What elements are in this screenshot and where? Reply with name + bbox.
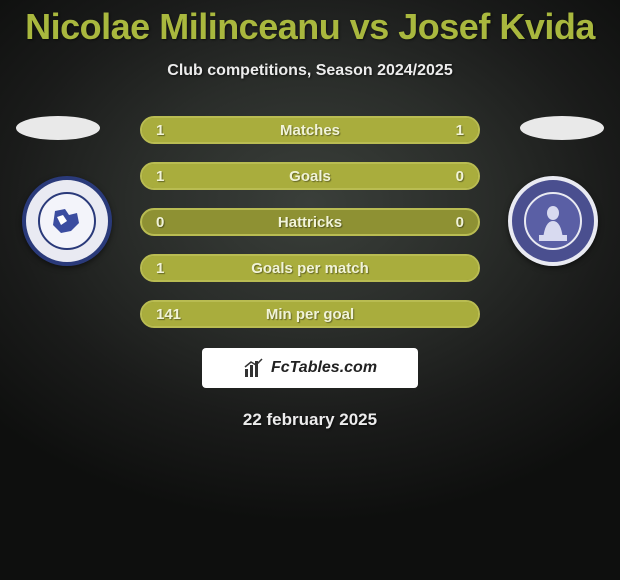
- stat-row: 141Min per goal: [140, 300, 480, 328]
- brand-badge[interactable]: FcTables.com: [202, 348, 418, 388]
- stat-label: Goals per match: [142, 260, 478, 277]
- stat-row: 0Hattricks0: [140, 208, 480, 236]
- comparison-card: Nicolae Milinceanu vs Josef Kvida Club c…: [0, 0, 620, 430]
- club-crest-left: [22, 176, 112, 266]
- stat-row: 1Goals per match: [140, 254, 480, 282]
- stats-rows: 1Matches11Goals00Hattricks01Goals per ma…: [140, 116, 480, 346]
- stat-value-right: 0: [456, 168, 464, 185]
- page-title: Nicolae Milinceanu vs Josef Kvida: [0, 0, 620, 48]
- stat-label: Hattricks: [142, 214, 478, 231]
- subtitle: Club competitions, Season 2024/2025: [0, 62, 620, 80]
- player-photo-left-placeholder: [16, 116, 100, 140]
- stat-row: 1Matches1: [140, 116, 480, 144]
- club-crest-right: [508, 176, 598, 266]
- stat-label: Goals: [142, 168, 478, 185]
- player-photo-right-placeholder: [520, 116, 604, 140]
- stat-value-right: 0: [456, 214, 464, 231]
- stat-value-right: 1: [456, 122, 464, 139]
- brand-text: FcTables.com: [271, 359, 377, 377]
- stat-row: 1Goals0: [140, 162, 480, 190]
- date-label: 22 february 2025: [0, 410, 620, 430]
- stat-label: Min per goal: [142, 306, 478, 323]
- crest-right-icon: [523, 191, 583, 251]
- comparison-arena: 1Matches11Goals00Hattricks01Goals per ma…: [0, 116, 620, 346]
- crest-left-icon: [37, 191, 97, 251]
- stat-label: Matches: [142, 122, 478, 139]
- brand-chart-icon: [243, 357, 265, 379]
